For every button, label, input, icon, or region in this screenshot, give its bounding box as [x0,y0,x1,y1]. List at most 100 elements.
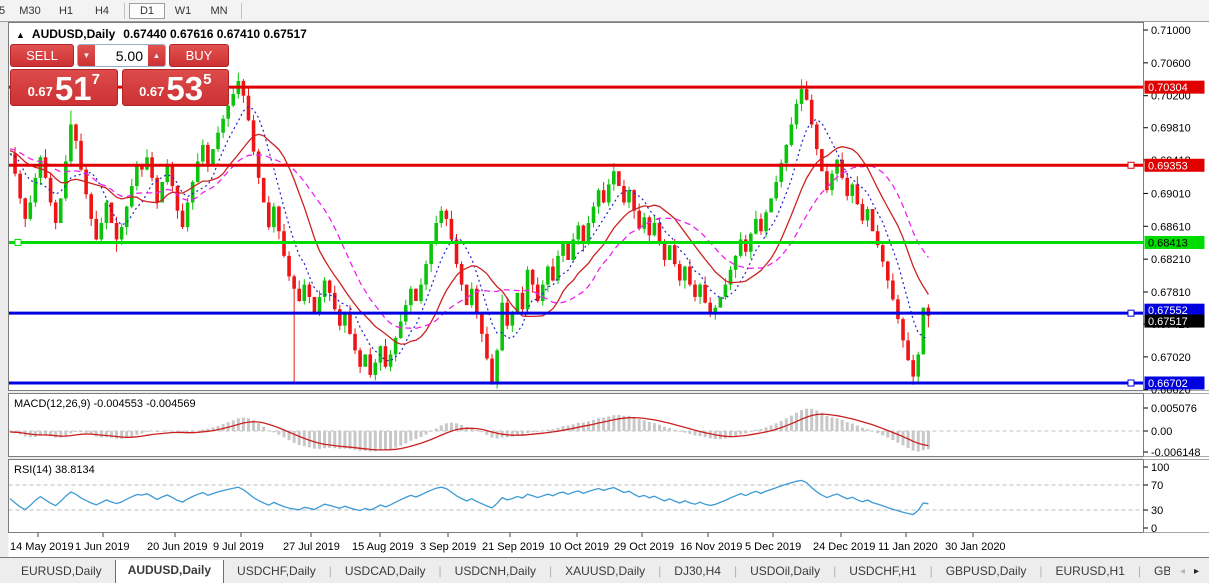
ma-21-line [9,148,929,330]
timeframe-button-M30[interactable]: M30 [19,4,41,17]
ohlc-values: 0.67440 0.67616 0.67410 0.67517 [123,27,307,41]
tab-scroll-right-icon[interactable]: ▸ [1193,566,1199,577]
timeframe-button-H4[interactable]: H4 [94,4,110,17]
tab-scroll-left-icon[interactable]: ◂ [1179,566,1185,577]
timeframe-button-MN[interactable]: MN [210,4,228,17]
level-handle[interactable] [1127,379,1135,387]
indicator-tick-label: 100 [1151,462,1169,474]
rsi-indicator-label: RSI(14) 38.8134 [14,464,95,476]
macd-panel-border [8,393,1144,457]
axis-price-label: 0.70304 [1148,82,1188,94]
axis-price-label-box [1144,158,1205,172]
price-tick-label: 0.68610 [1151,221,1191,233]
sell-price-pip: 7 [91,71,100,88]
tab-item-USDCNH-Daily[interactable]: USDCNH,Daily [454,564,537,578]
axis-price-label-box [1144,303,1205,317]
price-panel-border [8,22,1144,391]
toolbar-separator [241,2,242,19]
collapse-panel-icon[interactable]: ▲ [16,30,25,40]
macd-panel-bg[interactable] [8,393,1144,457]
sell-price-box[interactable]: 0.67 51 7 [10,69,118,106]
date-label: 9 Jul 2019 [213,541,264,553]
tab-item-USDOil-Daily[interactable]: USDOil,Daily [750,564,821,578]
tab-scroll-nav: ◂ ▸ [1170,566,1209,583]
tab-item-EURUSD-Daily[interactable]: EURUSD,Daily [21,564,102,578]
axis-price-label-box [1144,80,1205,94]
tab-item-DJ30-H4[interactable]: DJ30,H4 [674,564,721,578]
tab-separator: | [1039,564,1043,578]
tab-separator: | [929,564,933,578]
tab-item-XAUUSD-Daily[interactable]: XAUUSD,Daily [565,564,646,578]
indicator-tick-label: -0.006148 [1151,447,1201,459]
tab-item-AUDUSD-Daily[interactable]: AUDUSD,Daily [114,560,225,583]
price-tick-label: 0.69810 [1151,123,1191,135]
tab-separator: | [733,564,738,578]
tab-separator: | [658,564,662,578]
tab-separator: | [833,564,837,578]
date-label: 1 Jun 2019 [75,541,129,553]
date-label: 29 Oct 2019 [614,541,674,553]
date-label: 24 Dec 2019 [813,541,875,553]
moving-averages-group [9,106,929,362]
buy-price-prefix: 0.67 [139,84,165,99]
axis-price-label-box [1144,376,1205,390]
timeframe-button-W1[interactable]: W1 [174,4,192,17]
level-handle[interactable] [1127,161,1135,169]
price-tick-label: 0.67020 [1151,352,1191,364]
volume-decrease-icon[interactable]: ▼ [78,45,95,66]
rsi-panel-bg[interactable] [8,459,1144,533]
date-label: 10 Oct 2019 [549,541,609,553]
date-label: 27 Jul 2019 [283,541,340,553]
tab-item-GBPAUD-H1[interactable]: GBPAUD,H1 [1154,564,1170,578]
toolbar-separator [124,2,125,19]
sell-price-prefix: 0.67 [27,84,53,99]
rsi-panel-border [8,459,1144,533]
buy-price-box[interactable]: 0.67 53 5 [121,69,229,107]
tab-separator: | [1137,564,1141,578]
price-tick-label: 0.67810 [1151,287,1191,299]
timeframe-button-5[interactable]: 5 [0,4,6,17]
tab-item-GBPUSD-Daily[interactable]: GBPUSD,Daily [945,564,1027,578]
chart-tab-bar: EURUSD,Daily AUDUSD,Daily USDCHF,Daily | USD… [0,557,1209,583]
sell-button[interactable]: SELL [10,44,74,67]
date-axis-bg [8,533,1209,557]
price-tick-label: 0.68210 [1151,254,1191,266]
timeframe-button-D1[interactable]: D1 [129,2,165,19]
tab-item-USDCAD-Daily[interactable]: USDCAD,Daily [344,564,426,578]
ma-14-line [9,133,929,345]
rsi-line [9,479,929,516]
tab-item-USDCHF-H1[interactable]: USDCHF,H1 [849,564,917,578]
price-tick-label: 0.71000 [1151,25,1191,37]
level-handle[interactable] [1127,309,1135,317]
volume-increase-icon[interactable]: ▲ [148,45,165,66]
price-tick-label: 0.69010 [1151,188,1191,200]
date-label: 5 Dec 2019 [745,541,801,553]
axis-price-label: 0.69353 [1148,160,1188,172]
macd-signal-line [9,413,929,451]
price-tick-label: 0.70600 [1151,58,1191,70]
date-label: 16 Nov 2019 [680,541,742,553]
level-handle[interactable] [14,238,22,246]
volume-spinner: ▼ ▲ [77,44,166,67]
chart-title: ▲ AUDUSD,Daily 0.67440 0.67616 0.67410 0.6… [16,27,307,41]
volume-input[interactable] [95,45,148,66]
tab-separator: | [549,564,553,578]
tab-item-USDCHF-Daily[interactable]: USDCHF,Daily [237,564,316,578]
indicator-tick-label: 0.005076 [1151,403,1197,415]
price-axis-bg [1143,22,1209,556]
buy-price-pip: 5 [203,71,212,88]
chart-symbol-label: AUDUSD,Daily [31,27,116,41]
axis-price-label: 0.67552 [1148,305,1188,317]
sell-price-big: 51 [54,70,92,107]
buy-price-big: 53 [166,70,204,107]
tab-separator: | [438,564,442,578]
buy-button[interactable]: BUY [169,44,229,67]
date-label: 3 Sep 2019 [420,541,476,553]
date-label: 11 Jan 2020 [878,541,938,553]
timeframe-button-H1[interactable]: H1 [58,4,74,17]
date-label: 21 Sep 2019 [482,541,544,553]
indicator-tick-label: 0.00 [1151,426,1172,438]
date-label: 30 Jan 2020 [945,541,1006,553]
tab-item-EURUSD-H1[interactable]: EURUSD,H1 [1055,564,1125,578]
